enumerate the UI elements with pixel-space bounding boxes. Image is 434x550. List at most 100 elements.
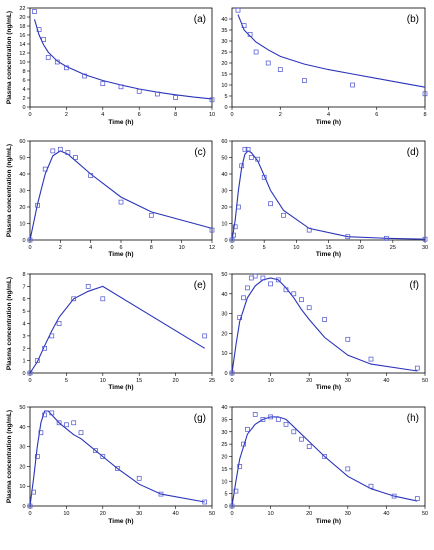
x-tick-label: 30 [345, 378, 351, 384]
model-curve [231, 150, 426, 241]
observed-point [248, 275, 254, 281]
x-tick-label: 30 [136, 511, 142, 517]
y-axis-label: Plasma concentration (ng/mL) [6, 277, 13, 370]
observed-point [45, 55, 51, 60]
x-tick-label: 40 [383, 378, 389, 384]
x-tick-label: 50 [422, 511, 428, 517]
y-tick-label: 30 [221, 189, 227, 195]
x-tick-label: 20 [358, 245, 364, 251]
y-tick-label: 0 [22, 105, 25, 111]
model-curve [29, 150, 213, 241]
y-tick-label: 6 [22, 78, 25, 84]
y-tick-label: 8 [22, 272, 25, 278]
observed-point [299, 436, 304, 442]
y-tick-label: 15 [221, 72, 227, 78]
x-tick-label: 15 [136, 378, 142, 384]
x-tick-label: 50 [422, 378, 428, 384]
panel-f: 0 10 20 30 40 50 0 10 20 30 40 50 Time (h) (f) [221, 272, 428, 391]
x-tick-label: 0 [28, 112, 31, 118]
model-curve [33, 19, 213, 100]
panel-label: (a) [194, 14, 206, 25]
y-tick-label: 30 [19, 189, 25, 195]
y-tick-label: 8 [22, 69, 25, 75]
observed-point [235, 7, 241, 13]
observed-point [384, 235, 389, 241]
x-tick-label: 12 [209, 245, 215, 251]
x-axis-label: Time (h) [108, 119, 133, 126]
y-tick-label: 0 [224, 371, 227, 377]
x-tick-label: 30 [422, 245, 428, 251]
observed-point [85, 284, 91, 289]
y-tick-label: 40 [221, 17, 227, 23]
observed-point [345, 234, 351, 240]
x-tick-label: 15 [325, 245, 331, 251]
observed-point [241, 295, 246, 301]
model-curve [231, 277, 418, 374]
y-tick-label: 50 [221, 156, 227, 162]
plot-frame [231, 273, 426, 374]
observed-point [368, 483, 374, 489]
observed-point [148, 212, 154, 218]
y-tick-label: 40 [19, 425, 25, 431]
x-tick-label: 25 [209, 378, 215, 384]
panel-c: 0 2 4 6 8 10 12 0 10 20 30 40 50 60 Time (h) Plasma con… [6, 139, 215, 258]
observed-point [368, 356, 374, 362]
plot-frame [29, 140, 213, 241]
y-tick-label: 20 [19, 205, 25, 211]
observed-point [136, 88, 142, 94]
observed-point [100, 296, 106, 302]
observed-point [49, 333, 55, 339]
y-tick-label: 4 [22, 322, 25, 328]
y-tick-label: 20 [19, 15, 25, 21]
observed-point [322, 454, 327, 459]
observed-point [422, 91, 428, 97]
x-tick-label: 10 [268, 511, 274, 517]
observed-point [78, 430, 84, 436]
y-tick-label: 35 [221, 417, 227, 423]
y-tick-label: 7 [22, 284, 25, 290]
panel-a: 0 2 4 6 8 10 0 2 4 6 8 10 12 14 16 18 20 22 Time (h) Plasma… [6, 6, 215, 126]
y-tick-label: 50 [221, 272, 227, 278]
x-tick-label: 0 [28, 378, 31, 384]
observed-point [118, 84, 124, 90]
y-tick-label: 5 [224, 94, 227, 100]
observed-point [265, 60, 271, 66]
x-tick-label: 8 [150, 245, 153, 251]
observed-point [291, 291, 297, 297]
observed-point [71, 420, 77, 426]
panel-b: 0 2 4 6 8 0 5 10 15 20 25 30 35 40 Time (h) (b) [221, 7, 428, 126]
y-tick-label: 10 [221, 351, 227, 357]
x-tick-label: 6 [375, 112, 378, 118]
observed-point [100, 81, 106, 86]
x-tick-label: 30 [345, 511, 351, 517]
y-tick-label: 0 [22, 238, 25, 244]
observed-point [158, 491, 164, 497]
observed-point [42, 166, 48, 172]
y-tick-label: 10 [19, 484, 25, 490]
y-tick-label: 40 [19, 172, 25, 178]
observed-point [255, 156, 261, 162]
observed-point [414, 496, 420, 501]
x-tick-label: 10 [179, 245, 185, 251]
observed-point [252, 412, 258, 417]
observed-point [36, 27, 42, 32]
y-tick-label: 10 [19, 222, 25, 228]
observed-point [42, 345, 47, 351]
observed-point [241, 441, 246, 447]
observed-point [268, 414, 273, 420]
x-tick-label: 8 [174, 112, 177, 118]
model-curve [29, 410, 205, 507]
observed-point [27, 503, 33, 509]
x-tick-label: 5 [263, 245, 266, 251]
plot-frame [29, 7, 213, 108]
x-tick-label: 0 [230, 511, 233, 517]
observed-point [302, 78, 307, 83]
observed-point [245, 285, 250, 291]
y-tick-label: 40 [221, 292, 227, 298]
observed-point [414, 365, 420, 371]
y-tick-label: 0 [224, 504, 227, 510]
x-axis-label: Time (h) [316, 518, 341, 525]
y-tick-label: 0 [224, 105, 227, 111]
panel-h: 0 10 20 30 40 50 0 5 10 15 20 25 30 35 40 Time (h) (h) [221, 405, 428, 525]
x-tick-label: 0 [230, 378, 233, 384]
